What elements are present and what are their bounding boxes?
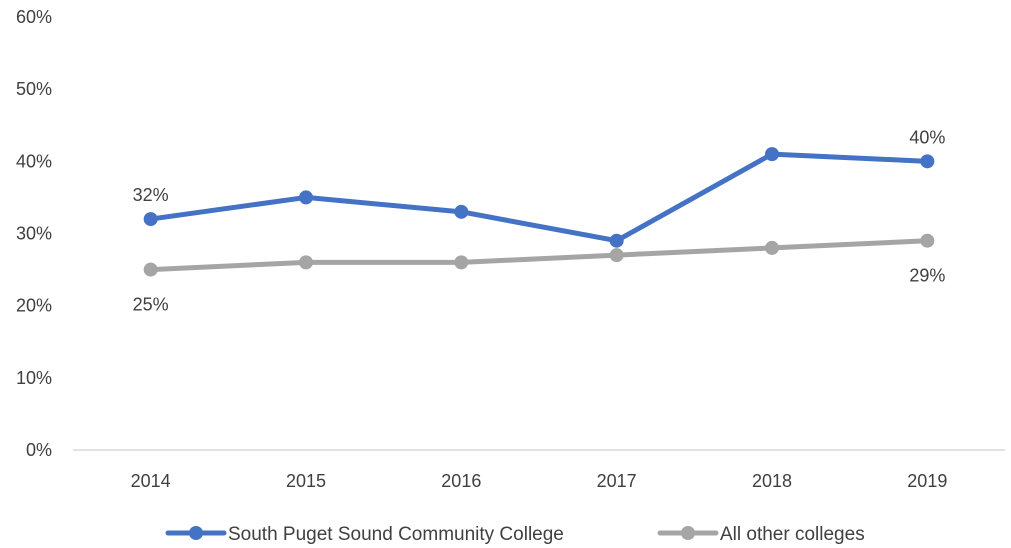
data-point — [920, 233, 935, 248]
y-tick-label: 50% — [16, 79, 52, 99]
data-label: 32% — [133, 185, 169, 205]
data-labels: 32% 40% 25% 29% — [133, 127, 946, 314]
series-layer — [143, 147, 935, 277]
y-tick-label: 40% — [16, 151, 52, 171]
data-point — [765, 147, 779, 162]
data-point — [143, 262, 158, 277]
y-tick-label: 0% — [26, 440, 52, 460]
data-label: 25% — [133, 295, 169, 315]
y-tick-label: 60% — [16, 7, 52, 27]
legend-entry: All other colleges — [657, 524, 865, 545]
x-tick-label: 2016 — [441, 471, 481, 491]
data-point — [454, 255, 469, 270]
series-line — [148, 151, 930, 244]
legend-label: All other colleges — [720, 524, 865, 545]
y-tick-label: 30% — [16, 224, 52, 244]
y-tick-label: 10% — [16, 368, 52, 388]
x-tick-label: 2017 — [597, 471, 637, 491]
data-point — [609, 233, 624, 248]
series-all-other-colleges — [143, 233, 935, 277]
data-label: 40% — [909, 127, 945, 147]
legend-entry: South Puget Sound Community College — [165, 524, 564, 545]
x-axis: 2014 2015 2016 2017 2018 2019 — [131, 471, 948, 491]
data-point — [299, 255, 313, 270]
x-tick-label: 2014 — [131, 471, 171, 491]
legend-marker — [189, 526, 203, 540]
x-tick-label: 2015 — [286, 471, 326, 491]
legend: South Puget Sound Community College All o… — [165, 524, 865, 545]
data-point — [609, 248, 624, 263]
legend-marker — [681, 526, 695, 540]
y-tick-label: 20% — [16, 296, 52, 316]
series-south-puget-sound — [143, 147, 935, 248]
data-point — [765, 240, 779, 255]
y-axis: 0% 10% 20% 30% 40% 50% 60% — [16, 7, 52, 460]
x-tick-label: 2018 — [752, 471, 792, 491]
data-point — [920, 154, 935, 169]
x-tick-label: 2019 — [907, 471, 947, 491]
data-label: 29% — [909, 266, 945, 286]
legend-label: South Puget Sound Community College — [228, 524, 564, 545]
data-point — [143, 212, 158, 227]
data-point — [299, 190, 313, 205]
data-point — [454, 204, 469, 219]
series-line — [148, 238, 930, 273]
